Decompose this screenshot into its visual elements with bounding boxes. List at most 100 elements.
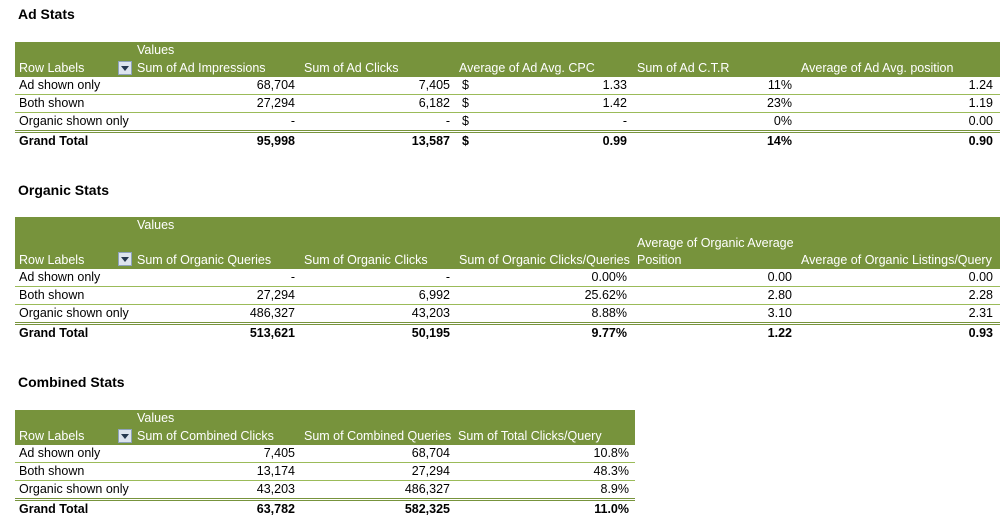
- cell-value: 13,587: [411, 134, 450, 148]
- cell-value: 95,998: [256, 134, 295, 148]
- ad-header-row: Values Row Labels Sum of Ad Impressions …: [15, 42, 1000, 77]
- cell-value: 25.62%: [584, 288, 627, 302]
- row-label: Organic shown only: [19, 482, 129, 496]
- cell-value: 1.42: [602, 96, 627, 110]
- organic-stats-title: Organic Stats: [18, 182, 110, 198]
- cell-value: 10.8%: [593, 446, 629, 460]
- cell-value: 3.10: [767, 306, 792, 320]
- cell-value: 7,405: [263, 446, 295, 460]
- cell-value: 43,203: [256, 482, 295, 496]
- cell-value: 0.00%: [591, 270, 627, 284]
- combined-stats-title: Combined Stats: [18, 374, 125, 390]
- ad-row-labels-header: Row Labels: [19, 61, 85, 75]
- row-labels-filter-dropdown-icon[interactable]: [118, 429, 132, 443]
- combined-col-header-clicks: Sum of Combined Clicks: [137, 429, 274, 443]
- cell-value: 1.24: [968, 78, 993, 92]
- cell-value: 9.77%: [591, 326, 627, 340]
- ad-col-header-cpc: Average of Ad Avg. CPC: [459, 61, 595, 75]
- grand-total-row: Grand Total 63,782 582,325 11.0%: [15, 498, 635, 517]
- cell-value: 6,992: [418, 288, 450, 302]
- cell-value: 0.00: [968, 114, 993, 128]
- ad-values-label: Values: [137, 43, 175, 57]
- grand-total-row: Grand Total 95,998 13,587 $ 0.99 14% 0.9…: [15, 130, 1000, 149]
- cell-value: 6,182: [418, 96, 450, 110]
- cell-value: 486,327: [249, 306, 295, 320]
- cell-value: 27,294: [256, 96, 295, 110]
- cell-value: 513,621: [249, 326, 295, 340]
- cell-value: -: [445, 114, 450, 128]
- cell-value: 0.93: [968, 326, 993, 340]
- cell-value: 11.0%: [594, 502, 629, 516]
- cell-value: 68,704: [256, 78, 295, 92]
- row-label: Both shown: [19, 464, 85, 478]
- combined-col-header-clicks-query: Sum of Total Clicks/Query: [458, 429, 602, 443]
- cell-value: 8.9%: [600, 482, 630, 496]
- currency-symbol: $: [462, 114, 469, 128]
- currency-symbol: $: [462, 78, 469, 92]
- combined-values-label: Values: [137, 411, 175, 425]
- grand-total-row: Grand Total 513,621 50,195 9.77% 1.22 0.…: [15, 322, 1000, 341]
- cell-value: 1.19: [968, 96, 993, 110]
- combined-col-header-queries: Sum of Combined Queries: [304, 429, 452, 443]
- table-row: Both shown 27,294 6,992 25.62% 2.80 2.28: [15, 287, 1000, 305]
- cell-value: 27,294: [256, 288, 295, 302]
- table-row: Both shown 27,294 6,182 $ 1.42 23% 1.19: [15, 95, 1000, 113]
- cell-value: -: [290, 114, 295, 128]
- organic-col-header-avg-position-line2: Position: [637, 253, 682, 267]
- organic-col-header-clicks: Sum of Organic Clicks: [304, 253, 428, 267]
- row-label: Both shown: [19, 288, 85, 302]
- cell-value: 2.28: [968, 288, 993, 302]
- cell-value: 8.88%: [591, 306, 627, 320]
- ad-stats-pivot-table: Values Row Labels Sum of Ad Impressions …: [15, 42, 1000, 149]
- table-row: Ad shown only - - 0.00% 0.00 0.00: [15, 269, 1000, 287]
- table-row: Ad shown only 68,704 7,405 $ 1.33 11% 1.…: [15, 77, 1000, 95]
- ad-col-header-clicks: Sum of Ad Clicks: [304, 61, 399, 75]
- cell-value: 48.3%: [593, 464, 629, 478]
- ad-col-header-ctr: Sum of Ad C.T.R: [637, 61, 730, 75]
- row-label: Both shown: [19, 96, 85, 110]
- table-row: Ad shown only 7,405 68,704 10.8%: [15, 445, 635, 463]
- row-label: Grand Total: [19, 502, 89, 516]
- ad-col-header-position: Average of Ad Avg. position: [801, 61, 954, 75]
- organic-values-label: Values: [137, 218, 175, 232]
- organic-col-header-queries: Sum of Organic Queries: [137, 253, 272, 267]
- cell-value: 63,782: [256, 502, 295, 516]
- row-label: Organic shown only: [19, 306, 129, 320]
- cell-value: 582,325: [404, 502, 450, 516]
- combined-header-row: Values Row Labels Sum of Combined Clicks…: [15, 410, 635, 445]
- organic-row-labels-header: Row Labels: [19, 253, 85, 267]
- cell-value: 0%: [773, 114, 792, 128]
- row-label: Grand Total: [19, 134, 89, 148]
- row-labels-filter-dropdown-icon[interactable]: [118, 61, 132, 75]
- organic-stats-pivot-table: Values Row Labels Sum of Organic Queries…: [15, 217, 1000, 341]
- combined-stats-pivot-table: Values Row Labels Sum of Combined Clicks…: [15, 410, 635, 517]
- row-labels-filter-dropdown-icon[interactable]: [118, 252, 132, 266]
- row-label: Ad shown only: [19, 78, 101, 92]
- cell-value: 23%: [766, 96, 792, 110]
- row-label: Grand Total: [19, 326, 89, 340]
- table-row: Organic shown only 43,203 486,327 8.9%: [15, 481, 635, 498]
- cell-value: 11%: [767, 78, 792, 92]
- row-label: Ad shown only: [19, 270, 101, 284]
- organic-col-header-clicks-queries: Sum of Organic Clicks/Queries: [459, 253, 630, 267]
- organic-header-row: Values Row Labels Sum of Organic Queries…: [15, 217, 1000, 269]
- cell-value: 27,294: [411, 464, 450, 478]
- table-row: Organic shown only - - $ - 0% 0.00: [15, 113, 1000, 130]
- cell-value: 0.99: [602, 134, 627, 148]
- table-row: Both shown 13,174 27,294 48.3%: [15, 463, 635, 481]
- cell-value: -: [622, 114, 627, 128]
- cell-value: 2.31: [968, 306, 993, 320]
- currency-symbol: $: [462, 96, 469, 110]
- cell-value: 0.00: [968, 270, 993, 284]
- organic-col-header-listings: Average of Organic Listings/Query: [801, 253, 992, 267]
- combined-row-labels-header: Row Labels: [19, 429, 85, 443]
- row-label: Organic shown only: [19, 114, 129, 128]
- row-label: Ad shown only: [19, 446, 101, 460]
- cell-value: 7,405: [418, 78, 450, 92]
- cell-value: 1.22: [767, 326, 792, 340]
- ad-stats-title: Ad Stats: [18, 6, 75, 22]
- cell-value: 0.90: [968, 134, 993, 148]
- table-row: Organic shown only 486,327 43,203 8.88% …: [15, 305, 1000, 322]
- organic-col-header-avg-position-line1: Average of Organic Average: [637, 236, 794, 250]
- cell-value: 0.00: [767, 270, 792, 284]
